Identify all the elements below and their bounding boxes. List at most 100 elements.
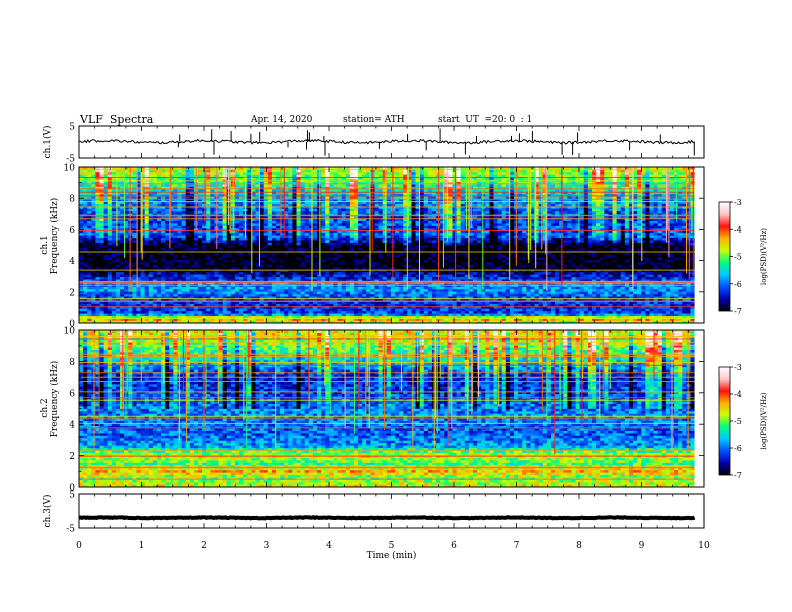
spectrogram-cell (259, 313, 265, 317)
spectrogram-cell (198, 320, 203, 324)
spectrogram-cell (210, 215, 215, 219)
spectrogram-cell (95, 184, 100, 187)
spectrogram-cell (115, 301, 121, 304)
spectrogram-cell (136, 252, 141, 256)
spectrogram-cell (292, 174, 297, 178)
spectrogram-cell (255, 291, 260, 295)
spectrogram-cell (358, 274, 363, 278)
spectrogram-cell (243, 271, 248, 275)
spectrogram-cell (366, 254, 371, 258)
spectrogram-cell (345, 301, 351, 304)
spectrogram-cell (247, 245, 252, 248)
spectrogram-cell (304, 291, 310, 295)
spectrogram-cell (337, 318, 343, 321)
spectrogram-cell (128, 310, 133, 314)
spectrogram-cell (124, 169, 129, 173)
spectrogram-cell (202, 193, 207, 197)
spectrogram-cell (202, 245, 207, 248)
spectrogram-cell (226, 269, 232, 273)
spectrogram-cell (136, 313, 141, 317)
spectrogram-cell (317, 262, 322, 265)
spectrogram-cell (362, 269, 367, 273)
spectrogram-cell (79, 318, 84, 321)
spectrogram-cell (185, 293, 191, 297)
spectrogram-cell (337, 274, 343, 278)
spectrogram-cell (329, 308, 334, 312)
spectrogram-cell (177, 198, 182, 202)
spectrogram-cell (349, 230, 355, 234)
spectrogram-cell (312, 196, 318, 200)
spectrogram-cell (370, 254, 375, 258)
spectrogram-cell (395, 308, 400, 312)
spectrogram-cell (280, 269, 285, 273)
spectrogram-cell (152, 279, 158, 282)
spectrogram-cell (300, 218, 306, 221)
spectrogram-cell (99, 196, 104, 200)
spectrogram-cell (87, 245, 92, 248)
spectrogram-cell (325, 235, 330, 239)
spectrogram-cell (378, 298, 384, 302)
spectrogram-cell (177, 235, 182, 239)
spectrogram-cell (308, 235, 314, 239)
spectrogram-cell (152, 225, 158, 229)
spectrogram-cell (91, 227, 96, 231)
spectrogram-cell (259, 310, 265, 314)
spectrogram-cell (317, 291, 322, 295)
spectrogram-cell (255, 286, 260, 290)
spectrogram-cell (378, 320, 384, 324)
spectrogram-cell (267, 218, 273, 221)
spectrogram-cell (222, 298, 228, 302)
spectrogram-cell (132, 286, 137, 290)
spectrogram-cell (284, 296, 289, 299)
spectrogram-cell (234, 257, 240, 260)
spectrogram-cell (234, 293, 240, 297)
spectrogram-cell (124, 252, 129, 256)
spectrogram-cell (362, 291, 367, 295)
spectrogram-cell (87, 181, 92, 185)
spectrogram-cell (276, 288, 281, 292)
spectrogram-cell (353, 245, 359, 248)
spectrogram-cell (321, 220, 326, 224)
spectrogram-cell (251, 264, 256, 268)
spectrogram-cell (165, 174, 170, 178)
spectrogram-cell (144, 218, 150, 221)
spectrogram-cell (276, 184, 281, 187)
spectrogram-cell (83, 208, 88, 212)
spectrogram-cell (161, 227, 166, 231)
spectrogram-cell (99, 184, 104, 187)
spectrogram-cell (189, 315, 195, 319)
spectrogram-cell (124, 235, 129, 239)
spectrogram-cell (300, 201, 306, 204)
spectrogram-cell (91, 293, 96, 297)
spectrogram-cell (317, 315, 322, 319)
spectrogram-cell (276, 291, 281, 295)
spectrogram-cell (120, 249, 125, 253)
spectrogram-cell (152, 320, 158, 324)
spectrogram-cell (390, 313, 396, 317)
spectrogram-cell (353, 315, 359, 319)
spectrogram-cell (226, 313, 232, 317)
spectrogram-cell (120, 296, 125, 299)
spectrogram-cell (386, 201, 392, 204)
spectrogram-cell (181, 188, 187, 192)
spectrogram-cell (386, 215, 392, 219)
spectrogram-cell (115, 186, 121, 190)
spectrogram-cell (325, 264, 330, 268)
spectrogram-cell (165, 169, 170, 173)
spectrogram-cell (115, 291, 121, 295)
spectrogram-cell (255, 223, 260, 226)
spectrogram-cell (83, 201, 88, 204)
spectrogram-cell (99, 315, 104, 319)
spectrogram-cell (83, 169, 88, 173)
spectrogram-cell (382, 245, 388, 248)
spectrogram-cell (111, 266, 117, 270)
spectrogram-cell (259, 320, 265, 324)
spectrogram-cell (120, 225, 125, 229)
spectrogram-cell (103, 318, 109, 321)
spectrogram-cell (95, 271, 100, 275)
spectrogram-cell (83, 271, 88, 275)
spectrogram-cell (234, 198, 240, 202)
spectrogram-cell (91, 181, 96, 185)
spectrogram-cell (83, 308, 88, 312)
spectrogram-cell (267, 237, 273, 241)
